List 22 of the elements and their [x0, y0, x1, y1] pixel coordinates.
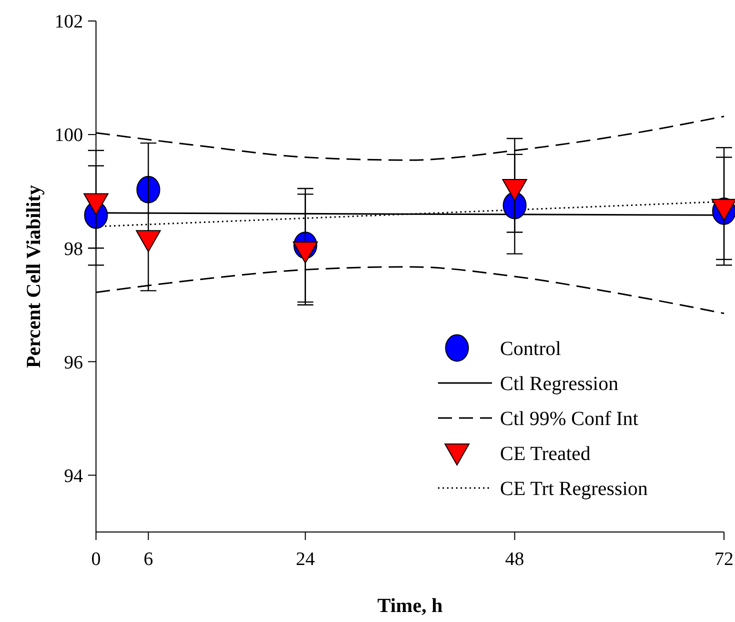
y-tick-label: 100 — [54, 125, 83, 146]
x-tick-label: 24 — [296, 549, 316, 570]
y-tick-label: 98 — [64, 238, 83, 260]
y-tick-label: 96 — [64, 352, 83, 374]
x-tick-label: 48 — [505, 549, 524, 570]
x-tick-label: 6 — [144, 549, 154, 570]
y-tick-label: 102 — [54, 12, 83, 33]
point — [292, 241, 318, 264]
legend-label: Ctl Regression — [500, 373, 618, 395]
legend-label: CE Treated — [500, 443, 591, 465]
x-axis-title: Time, h — [377, 595, 443, 617]
x-tick-label: 72 — [714, 549, 734, 570]
y-tick-label: 94 — [64, 466, 84, 487]
point — [84, 193, 108, 216]
y-axis-title: Percent Cell Viability — [23, 185, 45, 368]
x-tick-label: 0 — [91, 549, 101, 570]
legend-label: Ctl 99% Conf Int — [500, 408, 639, 430]
point — [136, 176, 160, 204]
point — [502, 178, 528, 201]
point — [136, 230, 161, 252]
legend-label: Control — [500, 338, 562, 360]
legend-label: CE Trt Regression — [500, 478, 648, 500]
